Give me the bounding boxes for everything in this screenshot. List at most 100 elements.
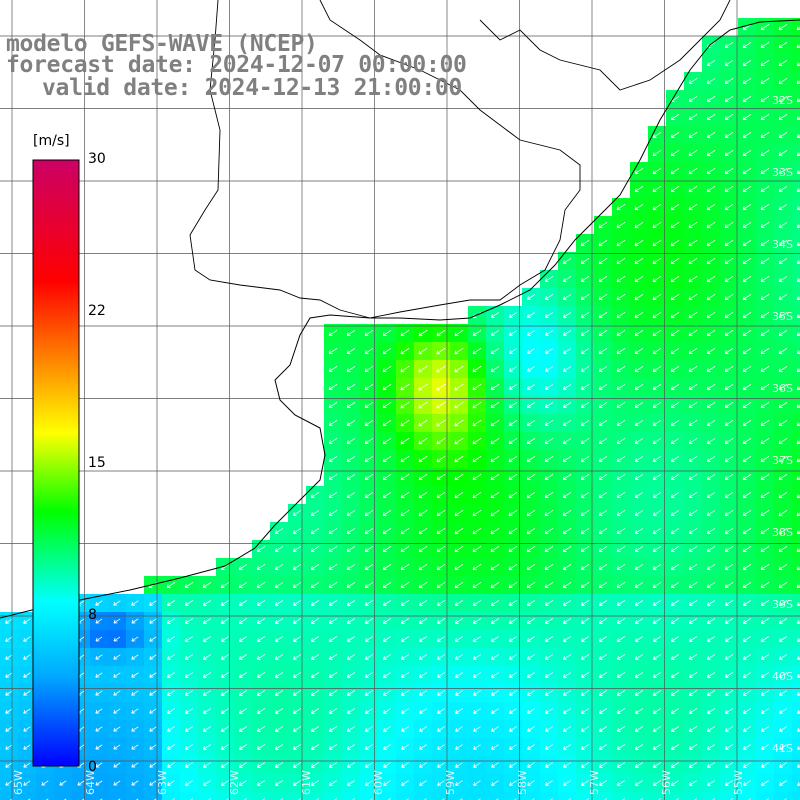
wind-arrow	[437, 708, 445, 714]
wind-arrow	[797, 764, 800, 768]
lon-label: 59W	[444, 770, 457, 795]
wind-arrow	[274, 636, 283, 642]
wind-cell	[72, 792, 91, 800]
wind-arrow	[131, 708, 139, 714]
colorbar-tick-8: 8	[88, 607, 97, 623]
wind-cell	[792, 180, 800, 199]
wind-arrow	[184, 618, 193, 624]
wind-arrow	[688, 474, 698, 480]
wind-arrow	[706, 762, 715, 768]
wind-arrow	[328, 690, 337, 696]
wind-cell	[684, 792, 703, 800]
wind-arrow	[113, 618, 121, 624]
wind-arrow	[562, 384, 571, 390]
wind-cell	[288, 792, 307, 800]
wind-arrow	[562, 564, 572, 571]
wind-arrow	[490, 384, 500, 391]
wind-arrow	[616, 366, 626, 373]
wind-arrow	[490, 672, 499, 678]
wind-arrow	[670, 600, 679, 606]
wind-arrow	[670, 114, 680, 121]
wind-arrow	[328, 420, 338, 426]
wind-arrow	[724, 60, 734, 66]
wind-arrow	[544, 312, 553, 318]
wind-arrow	[23, 636, 31, 642]
wind-arrow	[382, 546, 392, 553]
wind-arrow	[437, 744, 445, 750]
wind-arrow	[634, 402, 644, 408]
wind-arrow	[256, 618, 265, 624]
wind-arrow	[328, 330, 338, 337]
wind-arrow	[401, 762, 409, 768]
wind-arrow	[724, 132, 734, 139]
wind-cell	[486, 792, 505, 800]
wind-cell	[0, 792, 19, 800]
wind-arrow	[418, 654, 427, 660]
wind-arrow	[508, 456, 518, 463]
wind-arrow	[95, 636, 103, 642]
wind-arrow	[706, 132, 716, 139]
wind-arrow	[580, 564, 590, 571]
model-title: modelo GEFS-WAVE (NCEP)	[6, 31, 318, 57]
wind-arrow	[634, 203, 644, 211]
wind-arrow	[670, 132, 680, 139]
wind-arrow	[765, 798, 769, 800]
wind-arrow	[634, 348, 644, 355]
wind-arrow	[473, 708, 481, 714]
wind-arrow	[328, 528, 338, 534]
wind-arrow	[760, 78, 770, 85]
wind-arrow	[436, 437, 446, 445]
wind-arrow	[634, 221, 644, 229]
wind-arrow	[724, 546, 734, 552]
wind-arrow	[401, 744, 409, 750]
wind-arrow	[742, 672, 751, 678]
wind-arrow	[400, 510, 410, 517]
wind-arrow	[670, 150, 680, 157]
wind-arrow	[724, 618, 733, 624]
wind-arrow	[562, 294, 572, 300]
wind-arrow	[760, 222, 770, 229]
wind-arrow	[742, 258, 752, 265]
wind-arrow	[598, 348, 608, 354]
wind-arrow	[364, 600, 373, 606]
wind-arrow	[346, 762, 355, 768]
wind-arrow	[796, 206, 800, 210]
wind-arrow	[220, 672, 229, 678]
wind-arrow	[292, 564, 302, 570]
wind-arrow	[95, 762, 103, 768]
wind-arrow	[526, 312, 535, 318]
wind-arrow	[418, 419, 428, 427]
wind-arrow	[652, 654, 661, 660]
wind-arrow	[490, 312, 500, 318]
colorbar-tick-0: 0	[88, 759, 97, 775]
wind-arrow	[527, 744, 535, 750]
wind-cell	[378, 792, 397, 800]
wind-arrow	[580, 312, 590, 318]
wind-arrow	[400, 672, 409, 678]
wind-arrow	[688, 780, 697, 786]
lon-label: 56W	[660, 770, 673, 795]
wind-arrow	[472, 636, 481, 642]
wind-arrow	[202, 636, 211, 642]
wind-arrow	[472, 545, 482, 553]
wind-arrow	[333, 798, 337, 800]
wind-arrow	[400, 419, 410, 427]
wind-arrow	[688, 132, 698, 139]
wind-arrow	[634, 438, 644, 444]
wind-arrow	[688, 185, 698, 193]
wind-arrow	[778, 78, 788, 85]
wind-arrow	[436, 563, 446, 571]
wind-arrow	[545, 780, 553, 786]
wind-arrow	[131, 744, 139, 750]
wind-arrow	[492, 798, 499, 800]
wind-cell	[792, 468, 800, 487]
wind-arrow	[113, 636, 121, 642]
wind-cell	[792, 720, 800, 739]
wind-cell	[792, 90, 800, 109]
wind-arrow	[131, 654, 139, 660]
wind-arrow	[706, 150, 716, 157]
wind-arrow	[508, 438, 518, 445]
wind-arrow	[418, 455, 428, 463]
wind-arrow	[634, 672, 643, 678]
wind-cell	[360, 792, 379, 800]
